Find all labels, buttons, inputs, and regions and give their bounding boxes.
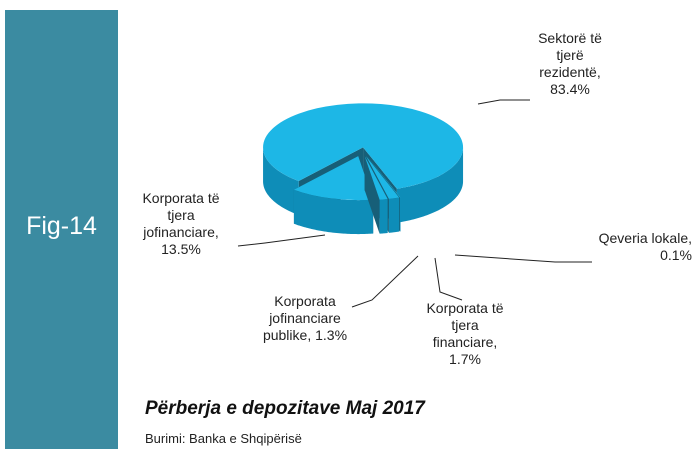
slice-label: Korporata jofinanciare publike, 1.3% xyxy=(262,293,348,344)
slice-label: Korporata të tjera jofinanciare, 13.5% xyxy=(134,190,228,258)
slice-side xyxy=(379,199,388,234)
category-label: Korporata të tjera financiare, xyxy=(426,300,504,350)
category-label: Qeveria lokale, xyxy=(598,230,692,246)
pie-slice xyxy=(293,156,374,235)
figure-tag: Fig-14 xyxy=(26,212,97,240)
leader-line xyxy=(434,257,463,301)
leader-lines xyxy=(237,99,592,308)
slice-side xyxy=(293,189,374,235)
slice-top xyxy=(366,155,401,198)
chart-title: Përberja e depozitave Maj 2017 xyxy=(145,398,425,419)
slice-side xyxy=(399,197,401,232)
source-note: Burimi: Banka e Shqipërisë xyxy=(145,431,302,446)
slice-top xyxy=(364,156,388,200)
slice-label: Qeveria lokale, 0.1% xyxy=(594,230,692,264)
leader-line xyxy=(454,254,592,263)
value-label: 83.4% xyxy=(550,81,590,97)
leader-line xyxy=(477,99,530,105)
slice-top xyxy=(365,156,400,199)
value-label: 1.3% xyxy=(315,327,348,343)
slice-top xyxy=(293,156,374,201)
slice-side xyxy=(263,147,299,216)
side-bar xyxy=(5,10,118,449)
slice-side xyxy=(396,147,464,223)
category-label: Sektorë të tjerë rezidentë, xyxy=(538,30,602,80)
value-label: 1.7% xyxy=(449,351,481,367)
slice-side xyxy=(388,197,400,233)
value-label: 0.1% xyxy=(660,247,692,263)
slice-wall xyxy=(364,156,380,234)
category-label: Korporata jofinanciare publike, xyxy=(262,293,341,343)
leader-line xyxy=(351,255,419,308)
value-label: 13.5% xyxy=(161,241,201,257)
pie-slice xyxy=(364,156,388,234)
category-label: Korporata të tjera jofinanciare, xyxy=(142,190,220,240)
leader-line xyxy=(237,234,326,247)
slice-label: Korporata të tjera financiare, 1.7% xyxy=(418,300,512,368)
slice-top xyxy=(263,103,464,189)
slice-label: Sektorë të tjerë rezidentë, 83.4% xyxy=(527,30,613,98)
